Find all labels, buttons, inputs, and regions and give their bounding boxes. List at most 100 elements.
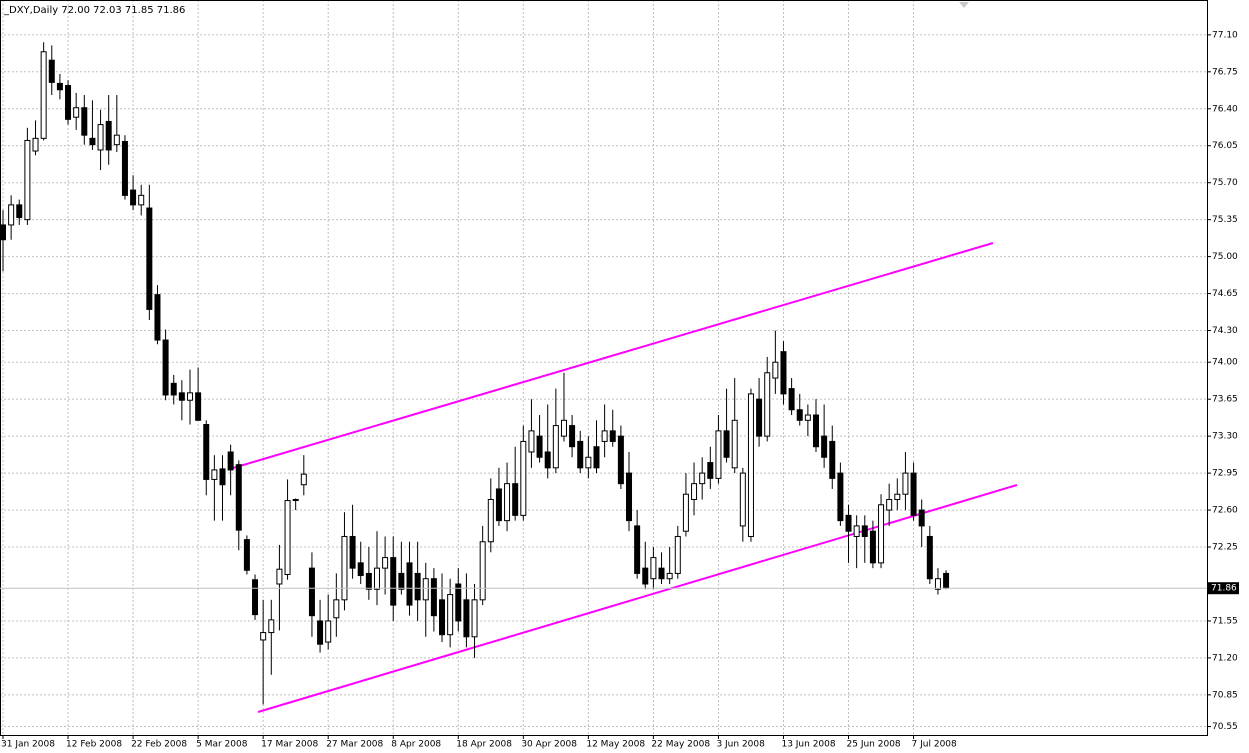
candle-body	[32, 137, 39, 152]
candle-body	[121, 141, 128, 196]
candle-body	[731, 419, 738, 469]
candle-body	[788, 388, 795, 411]
candle-body	[349, 535, 356, 569]
candle-body	[593, 446, 600, 469]
candle-body	[439, 599, 446, 636]
candle-body	[471, 599, 478, 638]
candle-body	[764, 372, 771, 437]
candle-body	[455, 583, 462, 622]
y-tick-label: 74.00	[1212, 358, 1238, 368]
candle-body	[89, 137, 96, 146]
candle-body	[650, 557, 657, 580]
candle-body	[715, 430, 722, 479]
x-tick-label: 3 Jun 2008	[716, 740, 765, 750]
last-price-box	[1208, 582, 1239, 595]
candle-body	[16, 204, 23, 219]
candle-body	[365, 572, 372, 590]
candle-body	[154, 294, 161, 341]
x-tick-label: 22 Feb 2008	[131, 740, 187, 750]
candle-body	[626, 472, 633, 522]
candle-body	[130, 189, 137, 206]
candle-body	[552, 425, 559, 469]
candle-body	[292, 499, 299, 502]
x-tick-label: 27 Mar 2008	[326, 740, 383, 750]
plot-border	[0, 0, 1208, 736]
x-tick-label: 7 Jul 2008	[912, 740, 957, 750]
x-tick-label: 12 Feb 2008	[66, 740, 122, 750]
candle-body	[878, 504, 885, 564]
candle-body	[252, 579, 259, 616]
candles	[0, 42, 950, 705]
y-tick-label: 72.95	[1212, 469, 1238, 479]
candle-body	[382, 557, 389, 569]
candle-body	[756, 398, 763, 437]
candle-body	[317, 620, 324, 645]
candle-body	[105, 120, 112, 151]
candle-body	[821, 435, 828, 458]
candle-body	[495, 488, 502, 522]
candle-body	[780, 351, 787, 395]
candle-body	[73, 107, 80, 118]
candle-body	[747, 393, 754, 537]
candle-body	[691, 483, 698, 501]
candle-body	[243, 539, 250, 571]
candle-body	[373, 567, 380, 590]
y-tick-label: 73.30	[1212, 432, 1238, 442]
y-tick-label: 77.10	[1212, 30, 1238, 40]
y-tick-label: 70.85	[1212, 690, 1238, 700]
candle-body	[861, 525, 868, 537]
y-tick-label: 75.70	[1212, 178, 1238, 188]
candle-body	[536, 435, 543, 458]
y-tick-label: 72.25	[1212, 543, 1238, 553]
candle-body	[666, 572, 673, 580]
y-tick-label: 74.30	[1212, 326, 1238, 336]
candle-body	[609, 430, 616, 442]
candle-body	[723, 430, 730, 458]
candle-body	[235, 464, 242, 531]
candle-body	[772, 361, 779, 379]
candle-body	[186, 392, 193, 401]
candle-body	[357, 562, 364, 577]
candle-body	[642, 567, 649, 585]
candle-body	[926, 535, 933, 580]
candle-body	[585, 456, 592, 469]
grid	[0, 0, 1207, 735]
candle-body	[674, 535, 681, 574]
y-tick-label: 76.05	[1212, 141, 1238, 151]
candle-body	[333, 599, 340, 619]
candle-body	[40, 51, 47, 139]
candle-body	[65, 85, 72, 120]
x-tick-label: 5 Mar 2008	[196, 740, 248, 750]
candle-body	[479, 541, 486, 601]
trend-line-upper	[232, 242, 994, 469]
candle-body	[528, 430, 535, 453]
candle-body	[910, 472, 917, 516]
candle-body	[707, 462, 714, 479]
x-tick-label: 30 Apr 2008	[521, 740, 577, 750]
candle-body	[739, 472, 746, 527]
candle-body	[853, 525, 860, 537]
shift-marker	[959, 2, 969, 8]
candle-body	[56, 82, 63, 91]
y-tick-label: 76.40	[1212, 104, 1238, 114]
candle-body	[406, 562, 413, 606]
candle-body	[162, 339, 169, 396]
y-tick-label: 76.75	[1212, 67, 1238, 77]
y-tick-label: 75.35	[1212, 215, 1238, 225]
candle-body	[398, 572, 405, 590]
candle-body	[195, 392, 202, 421]
candle-body	[414, 572, 421, 601]
candle-body	[203, 424, 210, 480]
candle-body	[845, 514, 852, 532]
candle-body	[560, 419, 567, 437]
candle-body	[577, 440, 584, 469]
x-tick-label: 13 Jun 2008	[781, 740, 835, 750]
x-tick-label: 22 May 2008	[651, 740, 710, 750]
x-tick-label: 25 Jun 2008	[847, 740, 901, 750]
last-price-label: 71.86	[1211, 584, 1237, 594]
candle-body	[658, 567, 665, 580]
candle-body	[837, 472, 844, 522]
candle-body	[829, 440, 836, 479]
